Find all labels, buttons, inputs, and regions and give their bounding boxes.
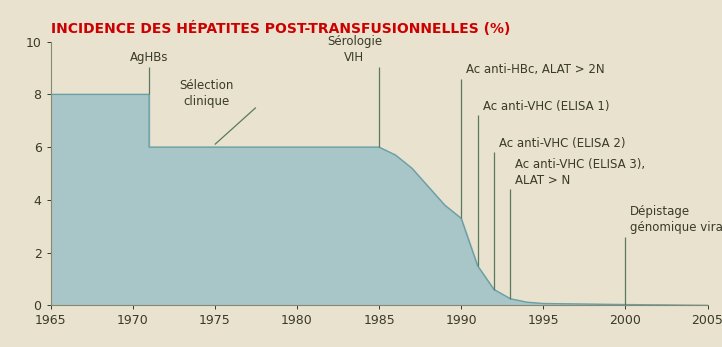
Text: Ac anti-VHC (ELISA 1): Ac anti-VHC (ELISA 1): [482, 100, 609, 113]
Text: AgHBs: AgHBs: [130, 51, 168, 64]
Text: INCIDENCE DES HÉPATITES POST-TRANSFUSIONNELLES (%): INCIDENCE DES HÉPATITES POST-TRANSFUSION…: [51, 21, 510, 36]
Text: Dépistage
génomique viral: Dépistage génomique viral: [630, 205, 722, 234]
Text: Sélection
clinique: Sélection clinique: [179, 78, 234, 108]
Text: Ac anti-VHC (ELISA 2): Ac anti-VHC (ELISA 2): [499, 137, 625, 150]
Text: Sérologie
VIH: Sérologie VIH: [327, 35, 382, 64]
Text: Ac anti-VHC (ELISA 3),
ALAT > N: Ac anti-VHC (ELISA 3), ALAT > N: [516, 158, 645, 187]
Text: Ac anti-HBc, ALAT > 2N: Ac anti-HBc, ALAT > 2N: [466, 63, 605, 76]
